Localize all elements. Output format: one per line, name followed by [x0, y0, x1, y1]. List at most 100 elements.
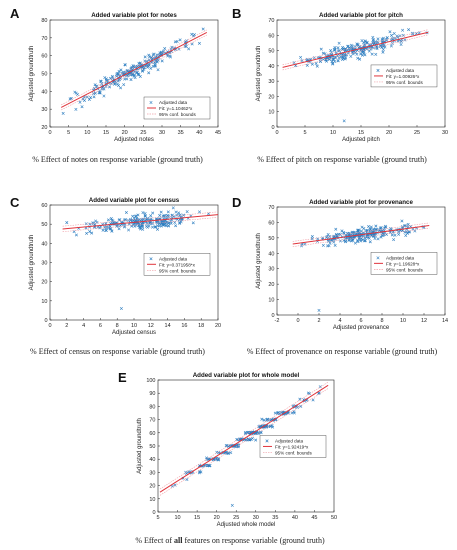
data-point [141, 211, 145, 215]
data-point [392, 32, 396, 36]
data-point [119, 86, 123, 90]
data-point [88, 222, 92, 226]
data-point [408, 230, 412, 234]
chart-title: Added variable plot for pitch [319, 12, 403, 19]
data-point [359, 239, 363, 243]
data-point [147, 53, 151, 57]
data-point [319, 47, 323, 51]
data-point [117, 69, 121, 73]
data-point [126, 218, 130, 223]
data-point [129, 217, 133, 221]
panel-letter: E [118, 370, 127, 385]
legend-entry: 95% conf. bounds [386, 80, 423, 85]
data-point [148, 55, 152, 59]
y-tick-label: 40 [41, 89, 47, 95]
data-point [335, 233, 339, 237]
data-point [122, 83, 126, 87]
y-axis-label: Adjusted groundtruth [256, 46, 262, 102]
data-point [328, 234, 332, 238]
y-tick-label: 30 [41, 261, 47, 267]
x-tick-label: 0 [275, 130, 278, 136]
legend-entry: Adjusted data [386, 255, 415, 260]
data-point [374, 52, 378, 56]
legend-marker-data [265, 439, 269, 443]
data-point [131, 214, 135, 218]
legend-box [370, 64, 438, 88]
x-axis-label: Adjusted census [112, 330, 156, 336]
legend-entry: Adjusted data [386, 68, 415, 73]
data-point [94, 219, 98, 223]
x-tick-label: 40 [196, 130, 202, 136]
legend-entry: 95% conf. bounds [275, 450, 312, 455]
data-point [375, 40, 379, 44]
data-point [123, 63, 127, 67]
data-point [276, 411, 280, 415]
data-point [257, 431, 261, 435]
x-tick-label: -2 [275, 318, 280, 324]
fit-line [159, 384, 329, 493]
data-point [169, 221, 173, 225]
data-point [129, 218, 133, 222]
data-point [177, 211, 181, 215]
data-point [165, 224, 169, 228]
data-point [390, 33, 394, 37]
data-point [156, 68, 160, 72]
data-point [169, 55, 173, 59]
legend-box [259, 435, 327, 458]
data-point [88, 230, 92, 234]
legend-entry: 95% conf. bounds [386, 267, 423, 272]
caption-a: % Effect of notes on response variable (… [32, 155, 203, 164]
y-tick-label: 60 [149, 431, 155, 437]
caption-e-emphasis: all [174, 536, 183, 545]
data-point [397, 232, 401, 236]
data-point [93, 91, 97, 95]
y-axis-label: Adjusted groundtruth [256, 233, 262, 289]
data-point [356, 43, 360, 47]
data-point [286, 411, 290, 415]
data-point [363, 53, 367, 57]
x-tick-label: 6 [99, 323, 102, 329]
data-point [245, 431, 249, 435]
data-point [306, 391, 310, 395]
data-point [151, 64, 155, 68]
data-point [131, 65, 135, 69]
y-tick-label: 70 [268, 205, 274, 211]
data-point [398, 34, 402, 38]
data-point [383, 224, 387, 228]
data-point [164, 220, 168, 224]
x-tick-label: 30 [159, 130, 165, 136]
data-point [65, 221, 69, 225]
legend-entry: Fit: y=1.92419*x [275, 444, 309, 449]
data-point [120, 71, 124, 75]
data-point [124, 211, 128, 215]
data-point [108, 85, 112, 89]
data-point [406, 231, 410, 235]
legend-entry: Adjusted data [159, 256, 188, 261]
upper-bound-line [159, 381, 329, 490]
x-tick-label: 18 [198, 323, 204, 329]
data-point [356, 239, 360, 243]
outlier-point [230, 503, 234, 507]
data-point [367, 49, 371, 53]
data-point [146, 65, 150, 69]
data-point [379, 235, 383, 239]
data-point [403, 224, 408, 228]
outlier-point [317, 308, 321, 312]
data-point [368, 229, 372, 233]
data-point [133, 224, 137, 228]
data-point [166, 210, 170, 214]
data-point [142, 217, 146, 221]
data-point [330, 59, 334, 63]
data-point [318, 59, 322, 63]
data-point [349, 43, 353, 47]
data-point [119, 68, 123, 72]
data-point [153, 225, 157, 229]
y-tick-label: 0 [271, 125, 274, 131]
data-point [132, 74, 136, 78]
y-tick-label: 20 [149, 484, 155, 490]
y-tick-label: 40 [268, 251, 274, 257]
x-tick-label: 10 [174, 515, 180, 521]
data-point [136, 72, 140, 76]
data-point [197, 471, 201, 475]
x-tick-label: 25 [414, 130, 420, 136]
